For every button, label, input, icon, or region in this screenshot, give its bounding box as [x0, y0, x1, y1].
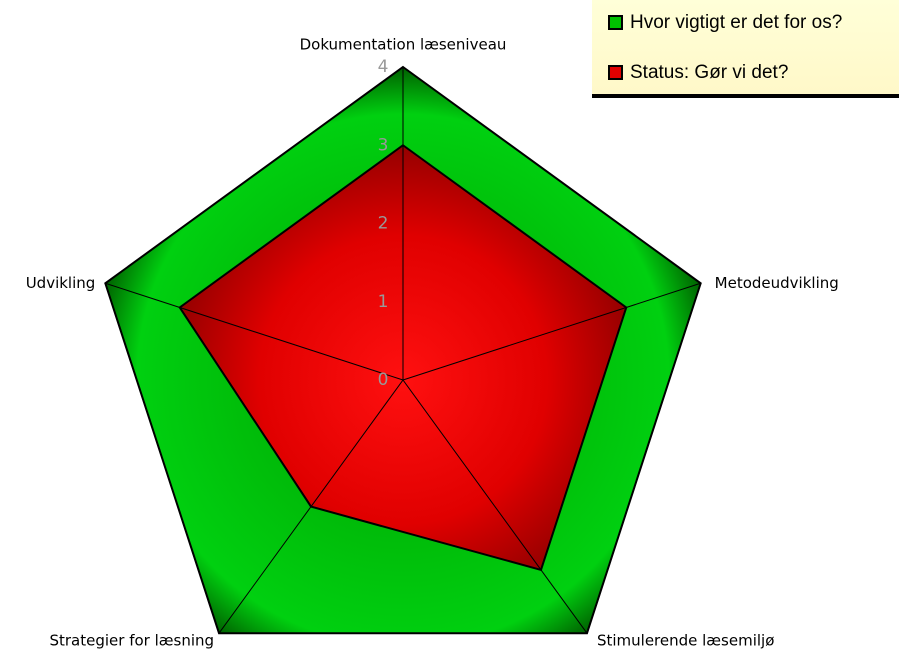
r-tick-label: 0: [378, 370, 389, 390]
r-tick-label: 4: [378, 57, 389, 77]
spoke: [218, 379, 404, 634]
legend-swatch: [608, 65, 623, 80]
r-tick-label: 2: [378, 214, 389, 234]
axis-label: Dokumentation læseniveau: [300, 36, 507, 54]
r-tick-label: 3: [378, 135, 389, 155]
axis-label: Strategier for læsning: [49, 632, 214, 650]
legend-box: [592, 0, 899, 96]
legend-label: Hvor vigtigt er det for os?: [630, 12, 842, 33]
axis-label: Stimulerende læsemiljø: [597, 632, 774, 650]
legend-label: Status: Gør vi det?: [630, 62, 788, 83]
r-tick-label: 1: [378, 292, 389, 312]
spoke: [105, 282, 404, 381]
axis-label: Metodeudvikling: [715, 274, 839, 292]
legend-swatch: [608, 15, 623, 30]
spoke: [402, 282, 701, 381]
legend: Hvor vigtigt er det for os? Status: Gør v…: [592, 0, 899, 98]
spoke: [402, 379, 588, 634]
plot: 0 1 2 3 4 Dokumentation læseniveau Metodeudvik…: [26, 36, 839, 650]
axis-label: Udvikling: [26, 274, 96, 292]
